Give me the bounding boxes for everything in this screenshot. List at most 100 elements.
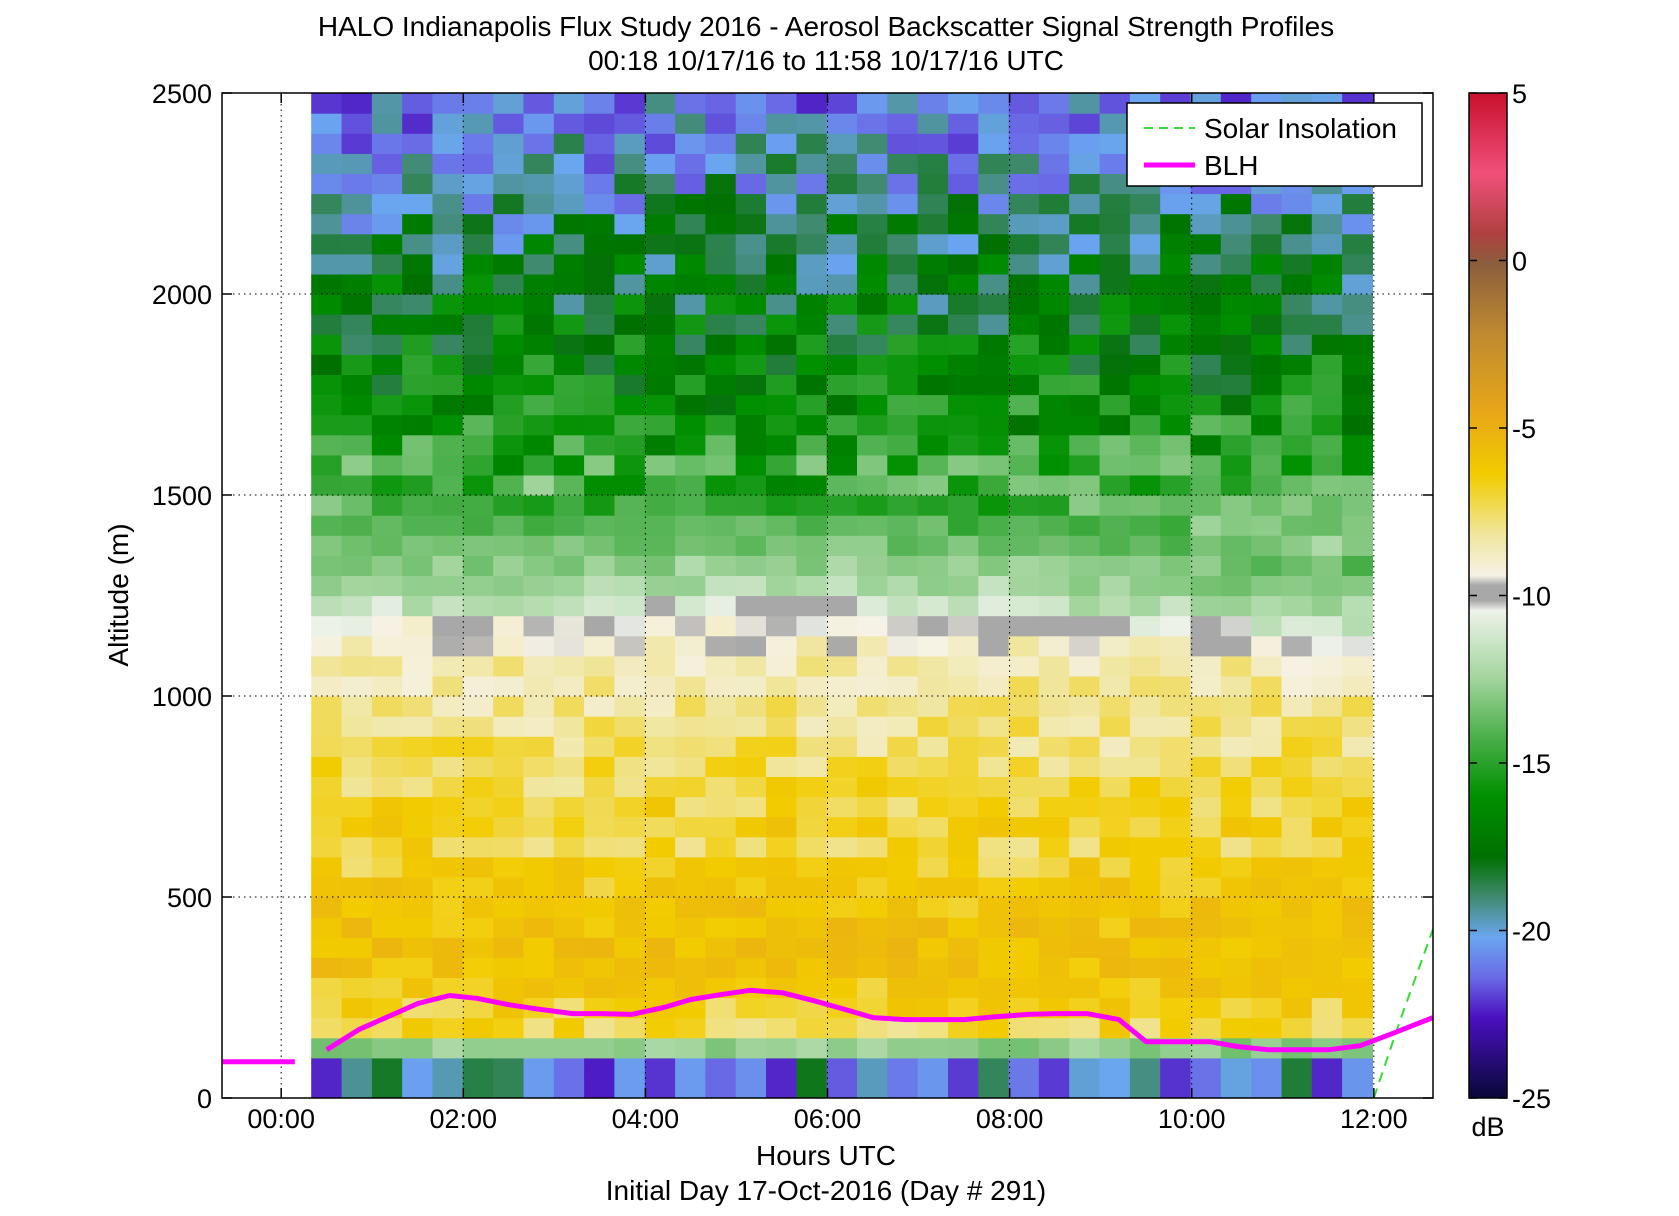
- heatmap-cell: [705, 897, 737, 918]
- heatmap-cell: [857, 1077, 888, 1098]
- heatmap-cell: [644, 977, 676, 999]
- heatmap-cell: [1220, 414, 1252, 436]
- heatmap-cell: [462, 816, 494, 838]
- colorbar: 50-5-10-15-20-25 dB: [1468, 79, 1551, 1142]
- heatmap-cell: [341, 776, 373, 798]
- heatmap-cell: [917, 334, 949, 355]
- heatmap-cell: [735, 655, 767, 677]
- heatmap-cell: [1251, 515, 1283, 536]
- heatmap-cell: [705, 334, 737, 355]
- heatmap-cell: [371, 193, 403, 215]
- heatmap-cell: [705, 575, 737, 597]
- heatmap-cell: [311, 193, 343, 215]
- heatmap-cell: [1038, 635, 1070, 657]
- heatmap-cell: [341, 575, 373, 597]
- heatmap-cell: [371, 394, 403, 416]
- heatmap-cell: [1281, 1057, 1313, 1079]
- heatmap-cell: [432, 615, 464, 637]
- heatmap-cell: [1008, 133, 1040, 154]
- heatmap-cell: [675, 595, 706, 617]
- heatmap-cell: [917, 736, 949, 757]
- heatmap-cell: [341, 856, 373, 878]
- heatmap-cell: [341, 334, 373, 355]
- heatmap-cell: [887, 977, 919, 999]
- heatmap-cell: [1220, 193, 1252, 215]
- x-tick-label: 06:00: [794, 1104, 862, 1134]
- heatmap-cell: [553, 595, 585, 617]
- series-lines: [222, 928, 1433, 1098]
- heatmap-cell: [1311, 575, 1343, 597]
- heatmap-cell: [1099, 314, 1131, 335]
- heatmap-cell: [917, 233, 949, 255]
- x-axis-label-day: Initial Day 17-Oct-2016 (Day # 291): [606, 1175, 1046, 1206]
- heatmap-cell: [948, 495, 979, 516]
- heatmap-cell: [948, 776, 979, 798]
- heatmap-cell: [826, 294, 858, 315]
- heatmap-cell: [917, 535, 949, 556]
- heatmap-cell: [341, 213, 373, 235]
- heatmap-cell: [1220, 434, 1252, 456]
- heatmap-cell: [371, 595, 403, 617]
- heatmap-cell: [1342, 535, 1373, 556]
- heatmap-cell: [887, 836, 919, 858]
- heatmap-cell: [978, 314, 1010, 335]
- heatmap-cell: [766, 193, 797, 215]
- heatmap-cell: [462, 977, 494, 999]
- heatmap-cell: [826, 414, 858, 436]
- heatmap-cell: [675, 414, 706, 436]
- heatmap-cell: [402, 233, 434, 255]
- heatmap-cells: [311, 93, 1373, 1098]
- heatmap-cell: [948, 273, 979, 295]
- heatmap-cell: [1220, 655, 1252, 677]
- heatmap-cell: [1099, 595, 1131, 617]
- heatmap-cell: [857, 675, 888, 697]
- heatmap-cell: [1038, 193, 1070, 215]
- heatmap-cell: [1311, 495, 1343, 516]
- heatmap-cell: [553, 193, 585, 215]
- heatmap-cell: [1281, 957, 1313, 978]
- chart-title: HALO Indianapolis Flux Study 2016 - Aero…: [318, 11, 1334, 42]
- heatmap-cell: [735, 1077, 767, 1098]
- heatmap-cell: [796, 977, 828, 999]
- heatmap-cell: [1099, 997, 1131, 1019]
- heatmap-cell: [1342, 495, 1373, 516]
- heatmap-cell: [371, 635, 403, 657]
- heatmap-cell: [978, 736, 1010, 757]
- heatmap-cell: [402, 856, 434, 878]
- heatmap-cell: [948, 997, 979, 1019]
- heatmap-cell: [462, 776, 494, 798]
- heatmap-cell: [462, 193, 494, 215]
- heatmap-cell: [462, 736, 494, 757]
- heatmap-cell: [705, 153, 737, 174]
- heatmap-cell: [1038, 796, 1070, 818]
- heatmap-cell: [978, 1057, 1010, 1079]
- heatmap-cell: [735, 213, 767, 235]
- heatmap-cell: [1281, 897, 1313, 918]
- heatmap-cell: [887, 816, 919, 838]
- heatmap-cell: [857, 474, 888, 496]
- heatmap-cell: [432, 575, 464, 597]
- heatmap-cell: [1220, 294, 1252, 315]
- heatmap-cell: [1281, 575, 1313, 597]
- heatmap-cell: [341, 113, 373, 134]
- heatmap-cell: [523, 756, 555, 777]
- heatmap-cell: [1311, 354, 1343, 375]
- heatmap-cell: [1160, 434, 1192, 456]
- heatmap-cell: [826, 253, 858, 275]
- heatmap-cell: [402, 696, 434, 717]
- heatmap-cell: [887, 414, 919, 436]
- heatmap-cell: [493, 414, 525, 436]
- heatmap-cell: [735, 434, 767, 456]
- heatmap-cell: [584, 595, 615, 617]
- heatmap-cell: [311, 635, 343, 657]
- heatmap-cell: [705, 736, 737, 757]
- heatmap-cell: [1220, 957, 1252, 978]
- heatmap-cell: [1129, 515, 1161, 536]
- heatmap-cell: [341, 294, 373, 315]
- heatmap-cell: [614, 474, 646, 496]
- heatmap-cell: [948, 635, 979, 657]
- heatmap-cell: [675, 615, 706, 637]
- heatmap-cell: [1129, 414, 1161, 436]
- heatmap-cell: [371, 696, 403, 717]
- heatmap-cell: [341, 193, 373, 215]
